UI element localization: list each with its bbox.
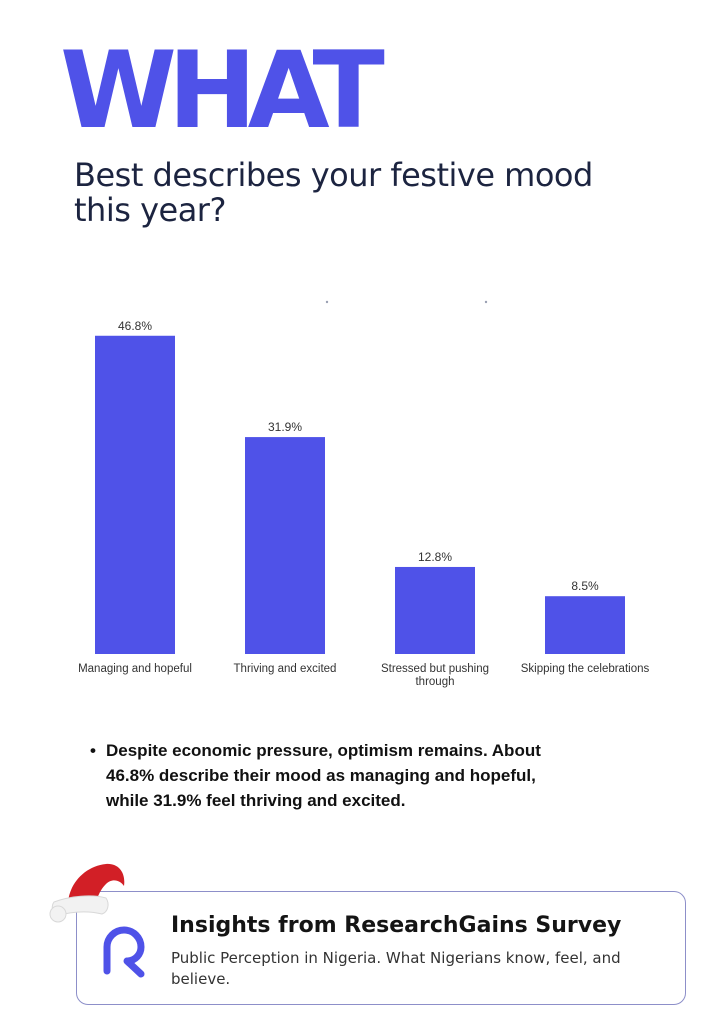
- chart-bars: [95, 335, 625, 654]
- question-text: Best describes your festive mood this ye…: [74, 156, 593, 229]
- category-label-4: Skipping the celebrations: [521, 663, 650, 675]
- headline: WHAT: [60, 29, 385, 152]
- researchgains-logo-icon: [103, 926, 145, 978]
- bar-1: [95, 335, 175, 654]
- insight-note: • Despite economic pressure, optimism re…: [90, 738, 560, 813]
- bar-3: [395, 566, 475, 654]
- value-label-1: 46.8%: [118, 319, 152, 333]
- bar-chart: 46.8% 31.9% 12.8% 8.5% Managing and hopeful…: [78, 300, 649, 688]
- footer-subtitle: Public Perception in Nigeria. What Niger…: [171, 949, 621, 988]
- chart-dot-left: [325, 300, 329, 304]
- insight-text: Despite economic pressure, optimism rema…: [106, 741, 541, 810]
- chart-category-labels: Managing and hopeful Thriving and excited…: [78, 663, 649, 688]
- category-label-1: Managing and hopeful: [78, 663, 192, 675]
- chart-dot-right: [484, 300, 488, 304]
- category-label-2: Thriving and excited: [234, 663, 337, 675]
- footer-card: Insights from ResearchGains Survey Publi…: [76, 891, 686, 1005]
- value-label-3: 12.8%: [418, 550, 452, 564]
- bar-4: [545, 596, 625, 654]
- footer-title: Insights from ResearchGains Survey: [171, 913, 622, 938]
- santa-hat-icon: [49, 863, 125, 923]
- bullet-point: •: [90, 741, 96, 760]
- value-label-4: 8.5%: [571, 579, 599, 593]
- chart-value-labels: 46.8% 31.9% 12.8% 8.5%: [118, 319, 599, 593]
- category-label-3: Stressed but pushing through: [381, 663, 489, 688]
- value-label-2: 31.9%: [268, 420, 302, 434]
- bar-2: [245, 437, 325, 654]
